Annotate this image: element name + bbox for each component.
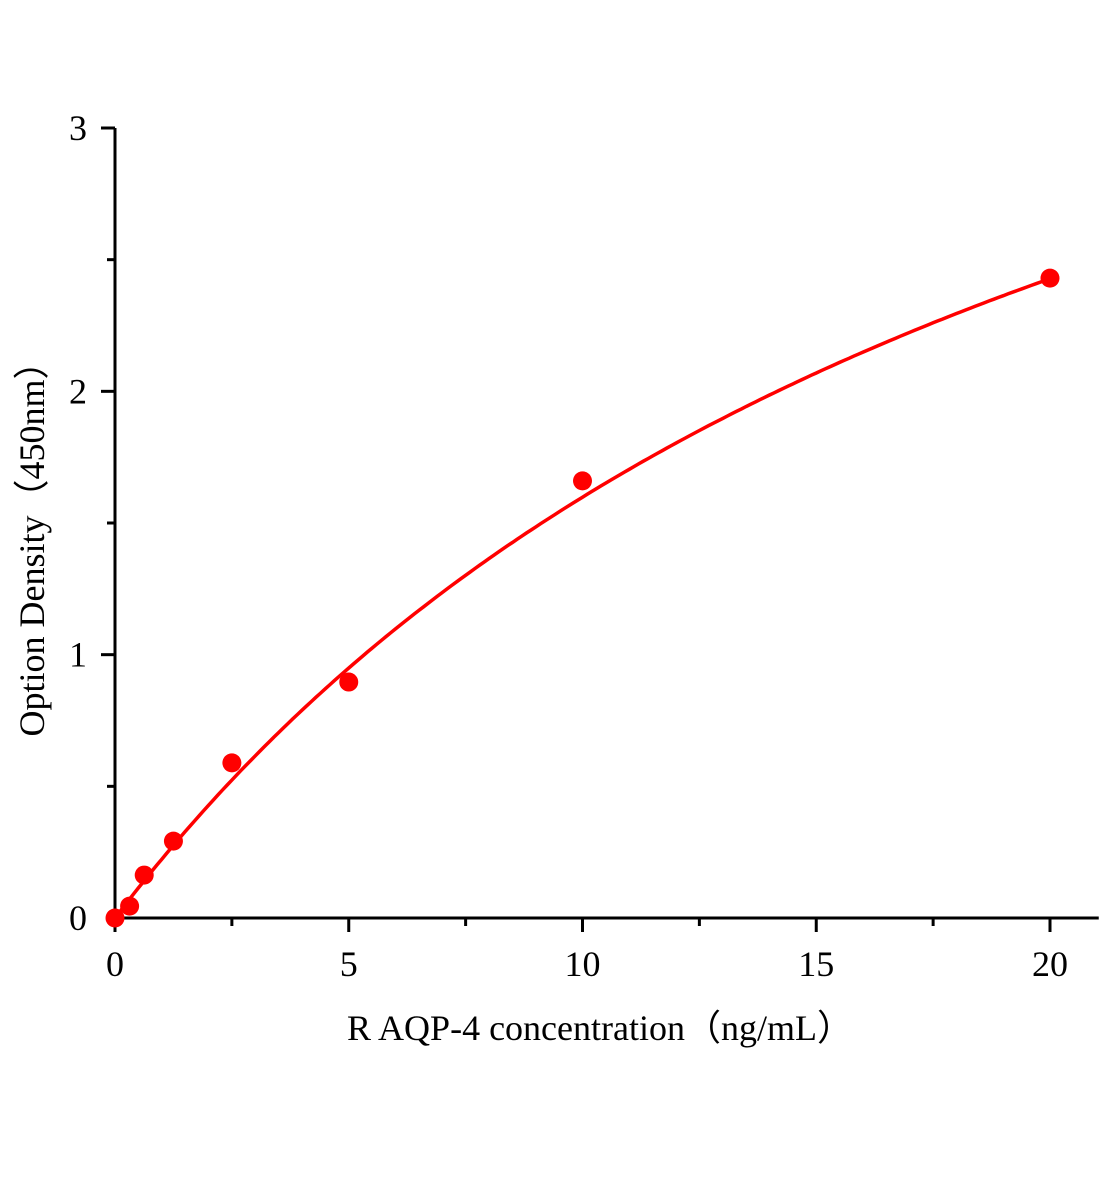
x-tick-label: 0 [106,944,124,984]
x-tick-label: 10 [565,944,601,984]
y-tick-label: 1 [69,635,87,675]
data-point [134,865,154,885]
data-point [120,896,140,916]
x-tick-label: 15 [798,944,834,984]
data-point [1040,268,1060,288]
x-tick-label: 20 [1032,944,1068,984]
data-point [105,908,125,928]
data-point [339,672,359,692]
x-axis-label: R AQP-4 concentration（ng/mL） [347,1008,853,1048]
y-tick-label: 2 [69,371,87,411]
y-axis-label: Option Density（450nm） [12,344,52,737]
fit-curve [113,277,1051,920]
axes: 0 5 10 15 20 0 1 2 3 [69,108,1099,984]
y-tick-label: 0 [69,898,87,938]
y-tick-label: 3 [69,108,87,148]
data-points [105,268,1060,928]
x-tick-label: 5 [340,944,358,984]
data-point [163,831,183,851]
data-point [222,753,242,773]
data-point [573,471,592,491]
